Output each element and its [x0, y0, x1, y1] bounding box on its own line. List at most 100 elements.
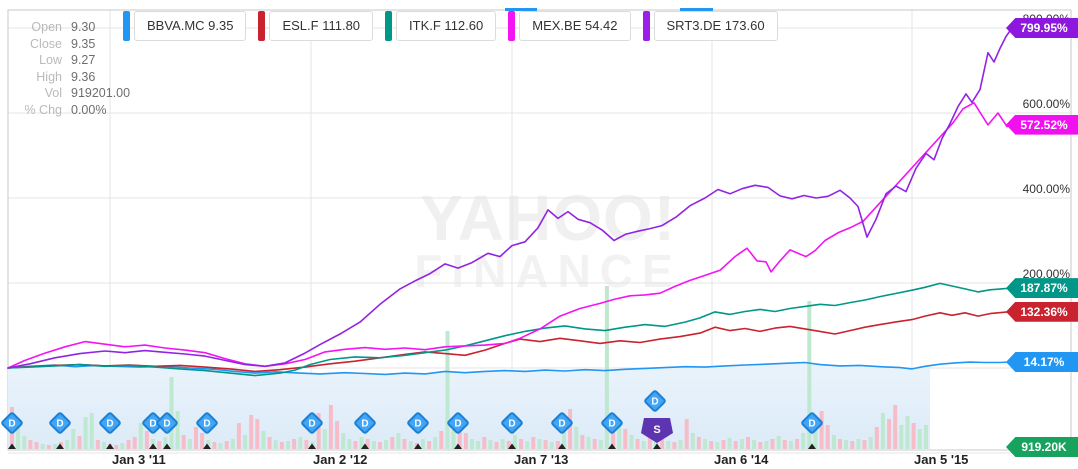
volume-bar — [371, 441, 376, 449]
volume-bar — [905, 416, 910, 449]
value-badge: 14.17% — [1006, 351, 1078, 372]
legend-item[interactable]: SRT3.DE 173.60 — [642, 11, 778, 41]
volume-bar — [703, 439, 708, 449]
dividend-marker[interactable]: D — [49, 412, 71, 434]
dividend-marker[interactable]: D — [501, 412, 523, 434]
top-range-tick — [505, 8, 537, 11]
volume-bar — [347, 439, 352, 449]
volume-bar — [580, 435, 585, 449]
stat-row: Low 9.27 — [14, 52, 130, 69]
event-axis-tick — [203, 443, 211, 449]
volume-bar — [752, 440, 757, 449]
price-line-ITK.F — [7, 282, 1011, 377]
legend-item[interactable]: ITK.F 112.60 — [385, 11, 497, 41]
volume-bar — [733, 441, 738, 449]
event-axis-tick — [106, 443, 114, 449]
legend-label: ITK.F 112.60 — [396, 11, 497, 41]
volume-bar — [770, 439, 775, 449]
volume-bar — [335, 421, 340, 449]
svg-text:D: D — [454, 419, 461, 430]
y-axis-label: 400.00% — [1022, 182, 1070, 196]
legend-item[interactable]: MEX.BE 54.42 — [508, 11, 631, 41]
svg-text:D: D — [106, 419, 113, 430]
dividend-marker[interactable]: D — [1, 412, 23, 434]
svg-text:S: S — [653, 424, 660, 436]
volume-bar — [739, 439, 744, 449]
split-marker[interactable]: S — [641, 418, 673, 443]
volume-bar — [114, 445, 119, 449]
dividend-marker[interactable]: D — [801, 412, 823, 434]
volume-bar — [500, 439, 505, 449]
volume-bar — [666, 441, 671, 449]
dividend-marker[interactable]: D — [354, 412, 376, 434]
stat-row: Close 9.35 — [14, 36, 130, 53]
stat-row: Vol 919201.00 — [14, 85, 130, 102]
volume-bar — [322, 429, 327, 449]
price-line-MEX.BE — [7, 102, 1015, 369]
series-legend: BBVA.MC 9.35 ESL.F 111.80 ITK.F 112.60 MEX.… — [123, 11, 778, 41]
volume-bar — [451, 425, 456, 449]
volume-bar — [187, 439, 192, 449]
watermark-yahoo: YAHOO! — [419, 182, 677, 254]
stat-value: 9.35 — [71, 36, 96, 51]
legend-item[interactable]: BBVA.MC 9.35 — [123, 11, 247, 41]
volume-bar — [298, 437, 303, 449]
volume-bar — [549, 442, 554, 449]
stat-label: High — [36, 69, 62, 84]
stat-value: 9.36 — [71, 69, 96, 84]
volume-bar — [617, 419, 622, 449]
volume-bar — [402, 439, 407, 449]
volume-bar — [408, 441, 413, 449]
volume-bar — [261, 431, 266, 449]
stat-row: % Chg 0.00% — [14, 102, 130, 119]
dividend-marker[interactable]: D — [142, 412, 164, 434]
stat-value: 919201.00 — [71, 86, 131, 100]
dividend-marker[interactable]: D — [407, 412, 429, 434]
volume-bar — [34, 442, 39, 449]
volume-bar — [574, 427, 579, 449]
volume-bar — [721, 440, 726, 449]
volume-bar — [89, 413, 94, 449]
yahoo-finance-watermark: YAHOO! FINANCE — [368, 182, 728, 297]
legend-item[interactable]: ESL.F 111.80 — [258, 11, 374, 41]
dividend-marker[interactable]: D — [99, 412, 121, 434]
volume-bar — [537, 439, 542, 449]
volume-bar — [157, 441, 162, 449]
dividend-marker[interactable]: D — [644, 390, 666, 412]
volume-bar — [917, 429, 922, 449]
volume-bar — [169, 377, 174, 449]
event-axis-tick — [454, 443, 462, 449]
x-axis-label: Jan 6 '14 — [714, 452, 769, 467]
volume-bar — [604, 286, 609, 449]
volume-bar — [181, 435, 186, 449]
svg-text:D: D — [414, 419, 421, 430]
value-badge: 132.36% — [1006, 301, 1078, 322]
volume-bar — [279, 442, 284, 449]
price-line-BBVA.MC — [7, 361, 1011, 376]
dividend-marker[interactable]: D — [196, 412, 218, 434]
dividend-marker[interactable]: D — [551, 412, 573, 434]
volume-bar — [341, 433, 346, 449]
volume-bar — [899, 425, 904, 449]
volume-bar — [206, 440, 211, 449]
dividend-marker[interactable]: D — [601, 412, 623, 434]
svg-text:D: D — [8, 419, 15, 430]
volume-bar — [813, 415, 818, 449]
dividend-marker[interactable]: D — [447, 412, 469, 434]
volume-bar — [359, 437, 364, 449]
volume-bar — [690, 433, 695, 449]
event-axis-tick — [508, 443, 516, 449]
volume-bar — [641, 441, 646, 449]
watermark-finance: FINANCE — [414, 245, 682, 297]
volume-bar — [519, 439, 524, 449]
dividend-marker[interactable]: D — [156, 412, 178, 434]
volume-bar — [365, 439, 370, 449]
volume-bar — [433, 437, 438, 449]
volume-bar — [727, 438, 732, 449]
y-axis-label: 200.00% — [1022, 267, 1070, 281]
volume-bar — [445, 331, 450, 449]
stat-label: Vol — [44, 86, 62, 100]
dividend-marker[interactable]: D — [301, 412, 323, 434]
price-line-ESL.F — [7, 310, 1011, 373]
